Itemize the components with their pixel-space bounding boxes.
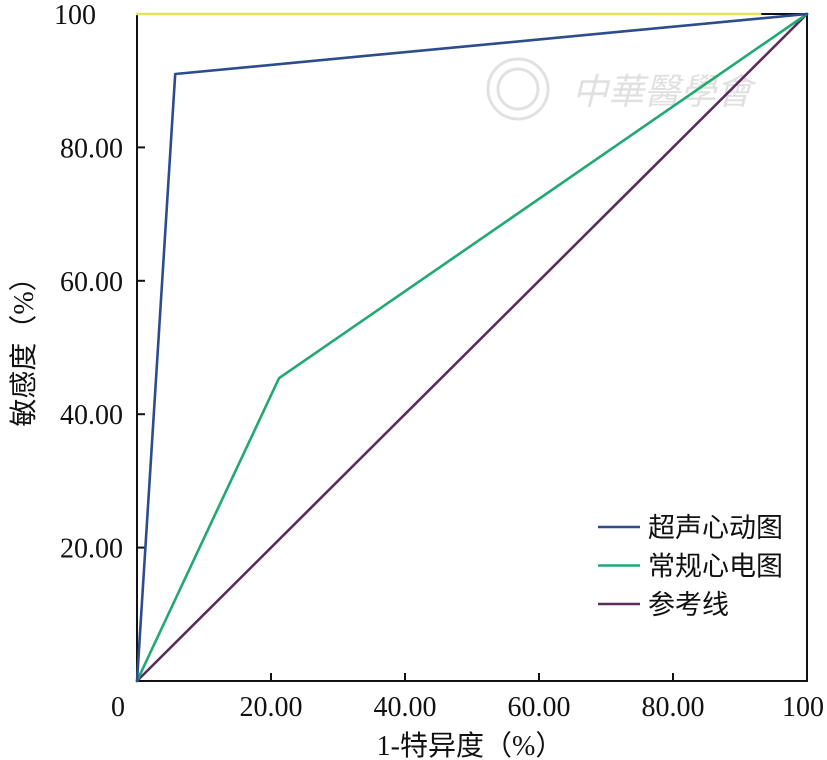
y-tick-label: 80.00	[60, 133, 123, 164]
series-line-1	[135, 12, 809, 683]
legend-label: 超声心动图	[648, 513, 783, 543]
x-tick-label: 40.00	[374, 692, 437, 723]
x-tick-label: 100	[782, 692, 824, 723]
legend-item: 参考线	[598, 590, 729, 620]
series-line-2	[135, 12, 809, 683]
legend-item: 常规心电图	[598, 552, 783, 582]
y-tick-label: 100	[54, 0, 96, 31]
y-tick-label: 20.00	[60, 534, 123, 565]
y-axis-label: 敏感度（%）	[8, 263, 40, 426]
watermark: 中華醫學會	[486, 57, 757, 121]
watermark-seal-inner	[496, 67, 540, 111]
x-tick-label: 0	[111, 692, 125, 723]
x-tick-label: 60.00	[508, 692, 571, 723]
legend-label: 参考线	[648, 590, 729, 620]
legend-item: 超声心动图	[598, 513, 783, 543]
series-group	[135, 12, 809, 683]
x-axis-label: 1-特异度（%）	[377, 730, 564, 760]
y-tick-label: 60.00	[60, 267, 123, 298]
axis-ticks: 0 20.00 40.00 60.00 80.00 100 20.00 40.00 60.00 8…	[54, 0, 824, 723]
x-tick-label: 80.00	[642, 692, 705, 723]
y-tick-label: 40.00	[60, 400, 123, 431]
x-tick-label: 20.00	[240, 692, 303, 723]
series-line-0	[135, 12, 809, 683]
watermark-seal-outer	[486, 57, 550, 121]
legend-label: 常规心电图	[648, 552, 783, 582]
watermark-text: 中華醫學會	[572, 72, 757, 113]
